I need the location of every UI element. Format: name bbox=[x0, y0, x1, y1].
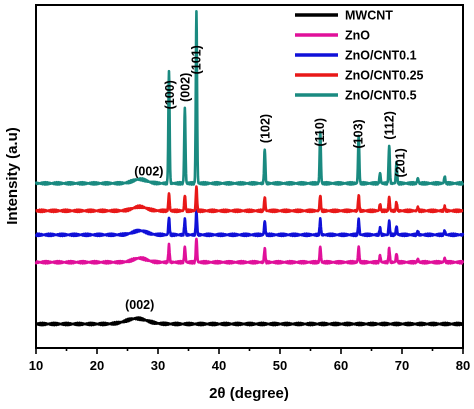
x-axis-title: 2θ (degree) bbox=[209, 385, 289, 402]
x-tick-label: 80 bbox=[456, 358, 470, 373]
peak-annotation: (103) bbox=[352, 119, 366, 148]
x-tick-label: 30 bbox=[151, 358, 165, 373]
y-axis-title: Intensity (a.u) bbox=[4, 127, 21, 225]
x-tick-label: 10 bbox=[29, 358, 43, 373]
series-line bbox=[34, 237, 465, 265]
peak-annotation: (100) bbox=[163, 80, 177, 109]
peak-annotations: (002)(100) (002)(101)(102) (110) (103) (112)… bbox=[125, 45, 408, 312]
x-tick-label: 70 bbox=[395, 358, 409, 373]
peak-annotation: (102) bbox=[258, 114, 272, 143]
series-line bbox=[34, 208, 465, 238]
series-line bbox=[34, 10, 464, 186]
peak-annotation: (201) bbox=[394, 148, 408, 177]
x-tick-label: 50 bbox=[273, 358, 287, 373]
series-line bbox=[35, 185, 464, 214]
peak-annotation: (112) bbox=[383, 111, 397, 140]
series-line bbox=[35, 316, 465, 327]
legend-label: MWCNT bbox=[345, 9, 393, 23]
peak-annotation: (002) bbox=[125, 298, 154, 312]
legend-label: ZnO/CNT0.5 bbox=[345, 89, 417, 103]
x-tick-label: 20 bbox=[90, 358, 104, 373]
legend: MWCNT ZnO ZnO/CNT0.1 ZnO/CNT0.25 ZnO/CNT0.5 bbox=[295, 9, 424, 103]
x-tick-label: 60 bbox=[334, 358, 348, 373]
x-tick-label: 40 bbox=[212, 358, 226, 373]
x-axis-ticks: 10 20 30 40 50 60 70 80 bbox=[29, 348, 470, 373]
peak-annotation: (101) bbox=[189, 45, 203, 74]
plot-lines bbox=[34, 10, 465, 327]
peak-annotation: (002) bbox=[134, 164, 163, 178]
legend-label: ZnO/CNT0.25 bbox=[345, 69, 424, 83]
legend-label: ZnO/CNT0.1 bbox=[345, 49, 417, 63]
legend-label: ZnO bbox=[345, 29, 370, 43]
peak-annotation: (002) bbox=[178, 73, 192, 102]
peak-annotation: (110) bbox=[313, 118, 327, 147]
